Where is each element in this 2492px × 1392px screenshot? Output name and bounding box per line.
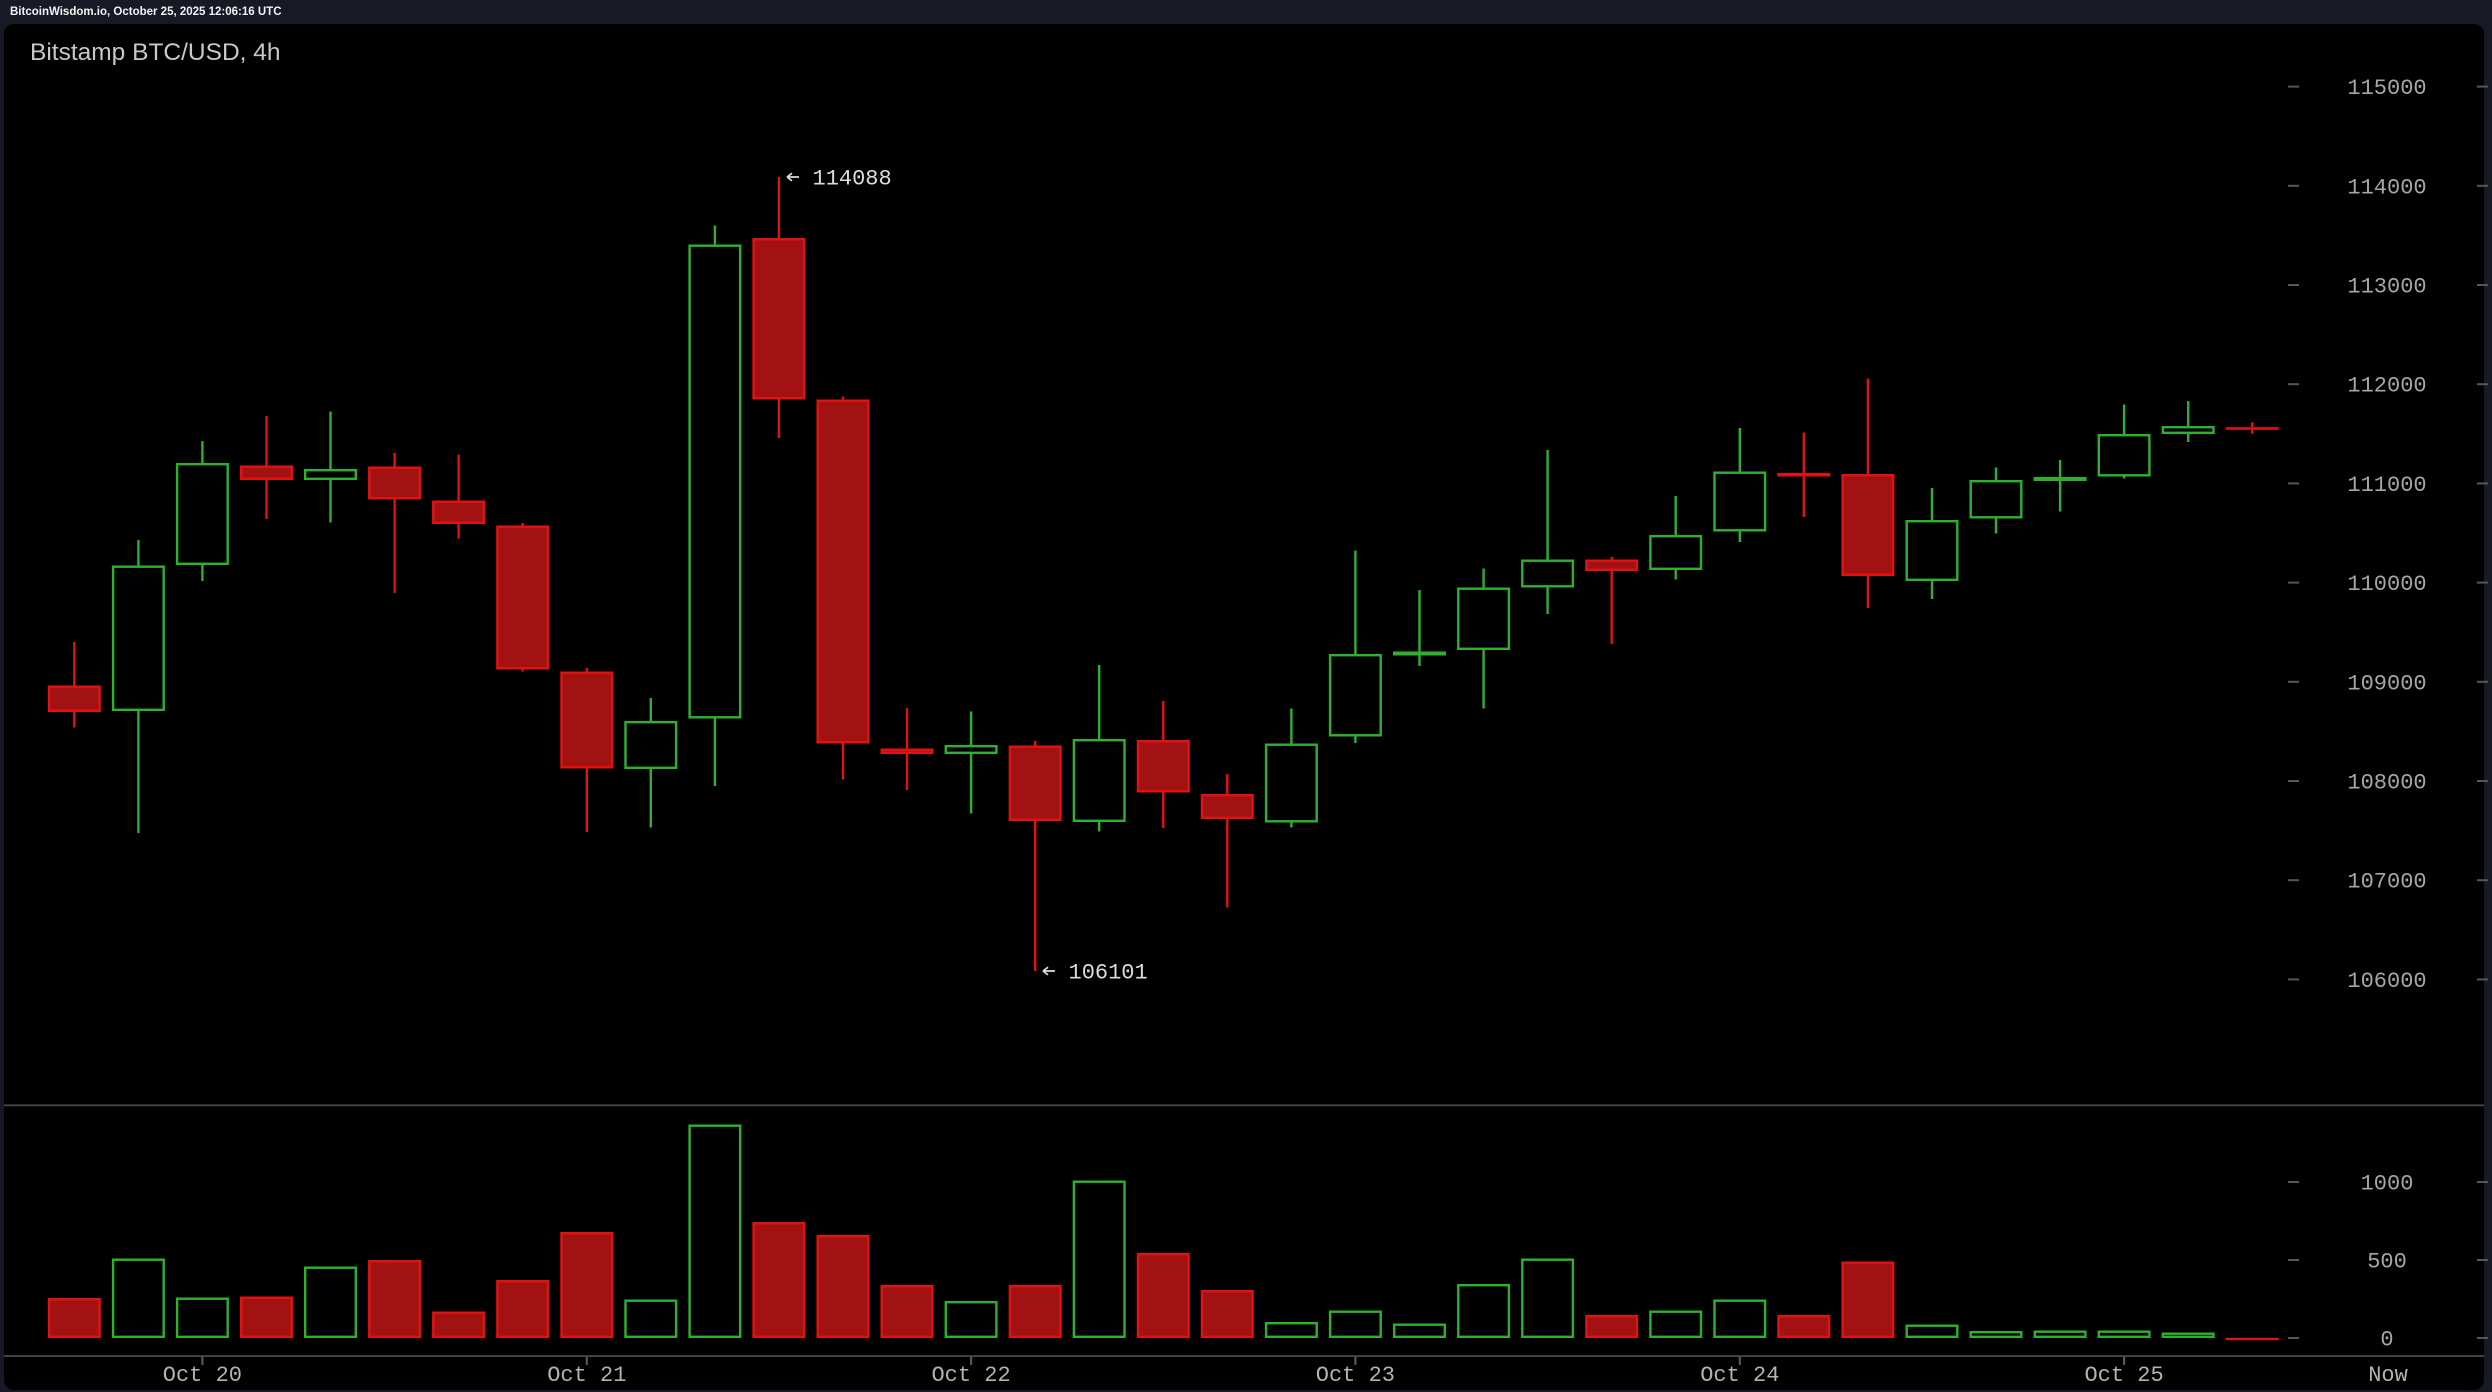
svg-text:106000: 106000 xyxy=(2347,969,2426,994)
svg-text:114088: 114088 xyxy=(813,167,892,192)
svg-text:108000: 108000 xyxy=(2347,771,2426,796)
svg-text:1000: 1000 xyxy=(2361,1172,2414,1197)
svg-text:Oct 23: Oct 23 xyxy=(1316,1363,1395,1388)
svg-text:Oct 20: Oct 20 xyxy=(163,1363,242,1388)
svg-text:115000: 115000 xyxy=(2347,76,2426,101)
svg-text:111000: 111000 xyxy=(2347,473,2426,498)
svg-text:107000: 107000 xyxy=(2347,870,2426,895)
svg-text:0: 0 xyxy=(2380,1328,2393,1353)
svg-text:Oct 21: Oct 21 xyxy=(547,1363,626,1388)
svg-text:113000: 113000 xyxy=(2347,275,2426,300)
svg-text:110000: 110000 xyxy=(2347,572,2426,597)
svg-text:Now: Now xyxy=(2368,1363,2408,1388)
svg-text:Bitstamp BTC/USD, 4h: Bitstamp BTC/USD, 4h xyxy=(30,39,281,66)
svg-text:Oct 24: Oct 24 xyxy=(1700,1363,1779,1388)
svg-text:106101: 106101 xyxy=(1069,961,1148,986)
svg-text:500: 500 xyxy=(2367,1250,2407,1275)
svg-text:109000: 109000 xyxy=(2347,671,2426,696)
svg-text:Oct 25: Oct 25 xyxy=(2084,1363,2163,1388)
svg-text:112000: 112000 xyxy=(2347,374,2426,399)
svg-text:114000: 114000 xyxy=(2347,175,2426,200)
svg-text:Oct 22: Oct 22 xyxy=(931,1363,1010,1388)
